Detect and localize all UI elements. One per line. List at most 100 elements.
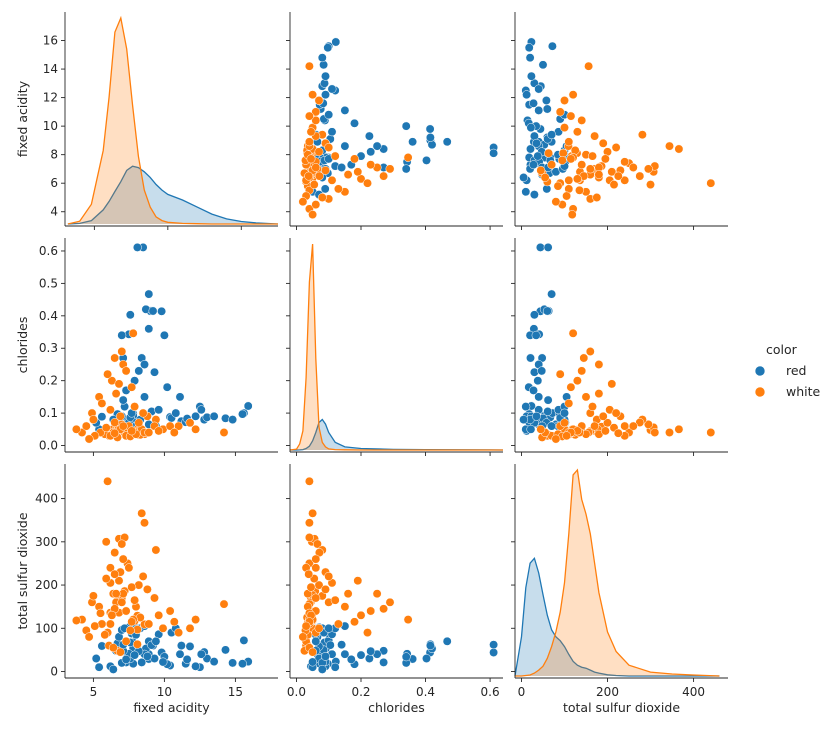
- point-white: [110, 569, 120, 579]
- x-tick-label: 0.4: [416, 685, 435, 699]
- point-red: [538, 60, 548, 70]
- point-white: [304, 476, 314, 486]
- point-white: [584, 61, 594, 71]
- point-white: [105, 563, 115, 573]
- point-white: [71, 424, 81, 434]
- point-white: [134, 418, 144, 428]
- x-tick-label: 10: [157, 685, 172, 699]
- point-white: [544, 148, 554, 158]
- point-white: [564, 137, 574, 147]
- point-white: [308, 508, 318, 518]
- point-white: [130, 402, 140, 412]
- point-red: [337, 163, 347, 172]
- point-white: [363, 178, 372, 188]
- kde-line-white: [289, 243, 503, 451]
- point-white: [674, 144, 684, 154]
- point-white: [311, 563, 321, 573]
- point-white: [562, 431, 572, 441]
- point-white: [551, 434, 561, 444]
- point-red: [140, 360, 149, 369]
- point-red: [529, 98, 538, 108]
- point-red: [346, 654, 356, 664]
- point-white: [127, 582, 137, 592]
- point-red: [529, 367, 539, 377]
- point-white: [324, 143, 334, 152]
- point-red: [364, 131, 374, 141]
- point-white: [306, 154, 316, 164]
- x-axis-label: total sulfur dioxide: [563, 700, 680, 715]
- point-white: [594, 389, 604, 399]
- point-white: [620, 175, 630, 185]
- point-white: [101, 574, 111, 584]
- point-white: [84, 434, 94, 444]
- point-red: [144, 289, 154, 299]
- point-red: [531, 330, 541, 340]
- point-red: [401, 121, 411, 131]
- point-white: [350, 617, 359, 627]
- point-white: [564, 175, 574, 185]
- point-red: [547, 421, 557, 431]
- point-white: [84, 632, 94, 642]
- point-white: [340, 602, 350, 612]
- point-red: [425, 641, 435, 651]
- point-white: [372, 589, 382, 599]
- y-tick-label: 0.2: [39, 374, 58, 388]
- point-red: [519, 415, 529, 425]
- y-tick-label: 300: [35, 535, 58, 549]
- point-red: [137, 657, 147, 667]
- panel-total-sulfur-dioxide-vs-chlorides: 0.0 0.2 0.4 0.6 chlorides: [286, 464, 503, 715]
- point-white: [121, 606, 131, 616]
- point-red: [154, 405, 164, 415]
- point-white: [317, 193, 327, 202]
- point-red: [526, 353, 535, 363]
- point-white: [588, 402, 597, 412]
- point-white: [566, 111, 576, 121]
- point-red: [221, 645, 230, 655]
- point-white: [379, 171, 389, 181]
- x-tick-label: 0.0: [287, 685, 306, 699]
- kde-line-red: [514, 556, 720, 677]
- point-white: [304, 111, 314, 121]
- kde-area-red: [515, 558, 720, 676]
- x-tick-label: 200: [596, 685, 619, 699]
- point-red: [526, 123, 536, 133]
- point-red: [366, 646, 376, 656]
- legend-title: color: [766, 342, 798, 357]
- point-red: [537, 366, 547, 376]
- point-red: [238, 659, 247, 669]
- point-red: [529, 310, 539, 320]
- point-red: [425, 124, 435, 134]
- point-white: [90, 621, 100, 631]
- point-white: [110, 548, 120, 558]
- point-red: [340, 141, 350, 151]
- kde-line-white: [515, 468, 720, 677]
- point-white: [88, 591, 98, 601]
- point-red: [526, 71, 536, 81]
- point-white: [100, 630, 110, 640]
- x-tick-label: 0: [518, 685, 526, 699]
- point-white: [330, 595, 340, 605]
- y-axis-label: total sulfur dioxide: [15, 512, 30, 629]
- y-tick-label: 6: [50, 176, 58, 190]
- legend-entry-red: red: [786, 363, 807, 378]
- point-white: [117, 597, 127, 607]
- point-red: [148, 306, 158, 316]
- kde-area-white: [515, 470, 720, 676]
- point-white: [130, 595, 140, 605]
- point-red: [543, 242, 553, 252]
- point-white: [311, 200, 321, 210]
- point-white: [363, 628, 372, 638]
- point-white: [547, 160, 557, 170]
- point-red: [142, 651, 152, 661]
- point-white: [572, 174, 582, 184]
- point-white: [115, 411, 125, 421]
- point-white: [611, 408, 621, 418]
- point-white: [568, 328, 578, 338]
- y-tick-label: 0.1: [39, 406, 58, 420]
- point-white: [110, 418, 120, 427]
- point-white: [137, 508, 147, 518]
- point-white: [577, 160, 587, 170]
- point-white: [706, 428, 716, 437]
